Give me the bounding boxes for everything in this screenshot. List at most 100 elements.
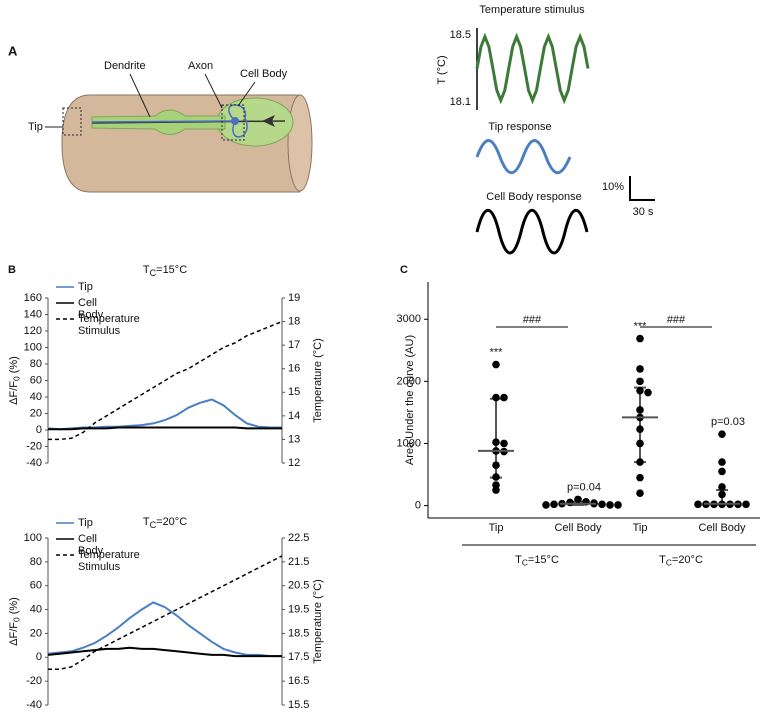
- panel-label: A: [8, 43, 18, 58]
- y2-tick-label: 14: [288, 410, 300, 422]
- y-tick-label: 120: [24, 325, 42, 337]
- y2-axis-label: Temperature (°C): [312, 579, 324, 663]
- data-point: [636, 425, 644, 433]
- y-tick-label: 40: [30, 391, 42, 403]
- chart-title-part: C: [150, 268, 157, 278]
- data-point: [636, 439, 644, 448]
- axon-loop: [228, 104, 248, 138]
- data-point: [636, 334, 644, 343]
- y2-tick-label: 15.5: [288, 699, 309, 711]
- data-point: [492, 461, 500, 470]
- group-label-part: =20°C: [672, 554, 703, 566]
- data-point: [492, 473, 500, 481]
- data-point: [492, 486, 500, 494]
- y-tick-label: 60: [30, 580, 42, 592]
- data-point: [718, 490, 726, 499]
- annotation: ***: [634, 320, 648, 332]
- y2-axis-label: Temperature (°C): [312, 338, 324, 422]
- y-tick-label: 100: [24, 532, 42, 544]
- line: [475, 32, 590, 105]
- data-point: [598, 500, 606, 509]
- y-tick-label: 0: [36, 651, 42, 663]
- comparison-label: ###: [523, 314, 542, 326]
- annotation: ***: [490, 347, 504, 359]
- data-point: [566, 498, 574, 507]
- y-axis-label: T (°C): [436, 55, 448, 84]
- diagram-label: Tip: [28, 121, 43, 133]
- chart-title: TC=15°C: [143, 264, 187, 278]
- y-tick-label: 100: [24, 341, 42, 353]
- y-axis-label-part: (%): [8, 597, 20, 617]
- data-point: [636, 406, 644, 414]
- chart-title: TC=20°C: [143, 516, 187, 530]
- legend-label: Temperature Stimulus: [78, 549, 140, 573]
- chart-title-part: =15°C: [156, 264, 187, 276]
- y2-tick-label: 13: [288, 433, 300, 445]
- diagram-label: Dendrite: [104, 60, 146, 72]
- y-tick-label: 18.5: [450, 29, 471, 41]
- annotation: p=0.03: [711, 416, 745, 428]
- y-tick-label: 80: [30, 358, 42, 370]
- line: [48, 320, 283, 441]
- y2-tick-label: 16: [288, 363, 300, 375]
- data-point: [718, 430, 726, 438]
- group-label: TC=15°C: [515, 554, 559, 568]
- y-tick-label: 160: [24, 292, 42, 304]
- y2-tick-label: 21.5: [288, 556, 309, 568]
- y-axis-label-part: ΔF/F: [8, 381, 20, 405]
- legend-label: Tip: [78, 281, 93, 293]
- nose-tip: [262, 115, 275, 127]
- legend-label: Cell Body: [78, 297, 104, 321]
- line: [47, 646, 282, 658]
- y-tick-label: -40: [26, 457, 42, 469]
- leader: [129, 73, 151, 118]
- data-point: [574, 495, 582, 504]
- y2-tick-label: 17.5: [288, 651, 309, 663]
- data-point: [718, 467, 726, 476]
- data-point: [636, 365, 644, 373]
- y2-tick-label: 17: [288, 339, 300, 351]
- legend-label: Cell Body: [78, 533, 104, 557]
- y-axis-label: ΔF/F0 (%): [8, 597, 22, 646]
- y-tick-label: -40: [26, 699, 42, 711]
- x-tick-label: Cell Body: [698, 522, 746, 534]
- y-tick-label: 20: [30, 627, 42, 639]
- data-point: [718, 458, 726, 466]
- group-label-part: C: [666, 558, 672, 568]
- dendrite-line: [91, 120, 236, 123]
- legend-label: Tip: [78, 517, 93, 529]
- x-tick-label: Cell Body: [554, 522, 602, 534]
- annotation: 30 s: [633, 206, 654, 218]
- annotation: Tip response: [488, 121, 551, 133]
- y-tick-label: 1000: [397, 437, 421, 449]
- chart-title: Temperature stimulus: [479, 4, 585, 16]
- y-tick-label: 0: [415, 499, 421, 511]
- y-tick-label: 20: [30, 407, 42, 419]
- y-axis-label: Area Under the curve (AU): [404, 335, 416, 465]
- diagram-label: Axon: [188, 60, 213, 72]
- annotation: Cell Body response: [486, 191, 581, 203]
- y-tick-label: 18.1: [450, 96, 471, 108]
- data-point: [492, 438, 500, 447]
- data-point: [636, 473, 644, 482]
- y-tick-label: 3000: [397, 313, 421, 325]
- leader: [237, 81, 256, 107]
- tip-box: [62, 107, 82, 136]
- data-point: [500, 393, 508, 402]
- tip-response-wave: [475, 139, 572, 175]
- line: [48, 426, 282, 431]
- annotation: p=0.04: [567, 481, 601, 493]
- chart-title-part: T: [143, 516, 150, 528]
- y2-tick-label: 18: [288, 315, 300, 327]
- data-point: [550, 500, 558, 509]
- x-tick-label: Tip: [633, 522, 648, 534]
- group-label-part: C: [522, 558, 528, 568]
- panel-label: B: [8, 264, 16, 276]
- data-point: [500, 439, 508, 448]
- y-axis-label-part: 0: [12, 376, 22, 381]
- y2-tick-label: 16.5: [288, 675, 309, 687]
- y2-tick-label: 12: [288, 457, 300, 469]
- cell-body-response-wave: [475, 209, 589, 255]
- cell-body: [231, 117, 239, 125]
